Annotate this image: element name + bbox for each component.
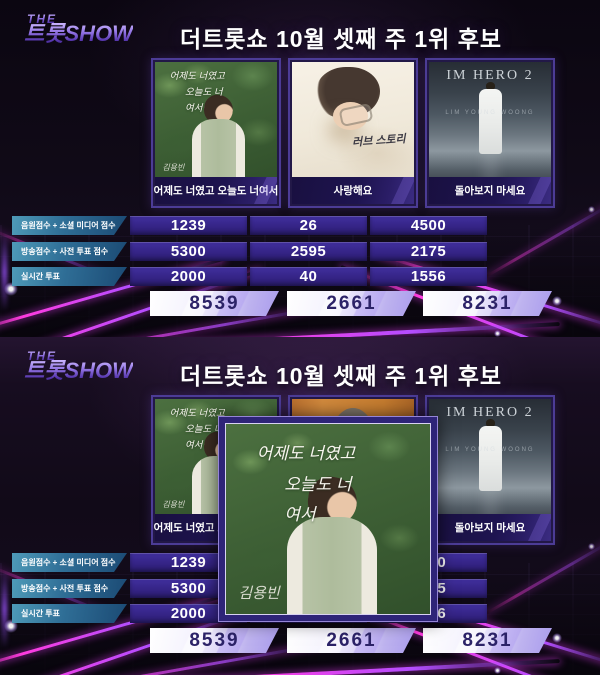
total-score-2-value: 2661 — [326, 629, 377, 651]
total-score-1: 8539 — [150, 291, 279, 316]
winner-album-line1: 어제도 너였고 — [256, 444, 356, 464]
total-score-3: 8231 — [423, 628, 552, 653]
nominee-cards-row: 어제도 너였고 오늘도 너여서 김용빈 어제도 너였고 오늘도 너여서 러브 스… — [151, 58, 555, 208]
album-art-1-line1: 어제도 너였고 — [169, 71, 225, 83]
album-art-1-line2: 오늘도 너여서 — [185, 87, 223, 115]
score-row-label-2: 방송점수 + 사전 투표 점수 — [12, 242, 127, 261]
bokeh-dot — [494, 667, 501, 674]
album-art-3-title: IM HERO 2 — [446, 404, 534, 420]
total-score-1: 8539 — [150, 628, 279, 653]
bokeh-dot — [494, 330, 501, 337]
score-cell: 1239 — [130, 553, 247, 572]
score-row-label-3: 실시간 투표 — [12, 267, 127, 286]
winner-album-popup: 어제도 너였고 오늘도 너여서 김용빈 — [218, 416, 438, 622]
score-cell: 4500 — [370, 216, 487, 235]
total-score-2: 2661 — [287, 628, 416, 653]
glasses-shape — [338, 103, 374, 128]
score-cell: 2000 — [130, 267, 247, 286]
show-logo-the: THE — [27, 350, 133, 362]
total-score-3-value: 8231 — [462, 629, 513, 651]
score-cell: 2595 — [250, 242, 367, 261]
album-card-2: 러브 스토리 사랑해요 — [288, 58, 418, 208]
album-art-3-title: IM HERO 2 — [446, 67, 534, 83]
winner-album-handwriting: 어제도 너였고 오늘도 너여서 — [257, 439, 356, 531]
album-art-1-line2: 오늘도 너여서 — [185, 424, 223, 452]
album-card-1: 어제도 너였고 오늘도 너여서 김용빈 어제도 너였고 오늘도 너여서 — [151, 395, 281, 545]
score-cell: 1239 — [130, 216, 247, 235]
winner-album-art: 어제도 너였고 오늘도 너여서 김용빈 — [225, 423, 431, 615]
total-score-2-value: 2661 — [326, 292, 377, 314]
song-title-caption-3: 돌아보지 마세요 — [429, 177, 551, 204]
song-title-caption-2: 사랑해요 — [292, 177, 414, 204]
total-score-3-value: 8231 — [462, 292, 513, 314]
album-card-1: 어제도 너였고 오늘도 너여서 김용빈 어제도 너였고 오늘도 너여서 — [151, 58, 281, 208]
album-art-3-artist: LIM YOUNG WOONG — [445, 446, 535, 453]
score-cell: 2175 — [370, 242, 487, 261]
score-cell: 26 — [250, 216, 367, 235]
score-cell: 2000 — [130, 604, 247, 623]
album-art-3: IM HERO 2 LIM YOUNG WOONG — [429, 399, 551, 516]
score-cell: 40 — [250, 267, 367, 286]
album-art-1: 어제도 너였고 오늘도 너여서 김용빈 — [155, 62, 277, 179]
show-logo: THE 트롯SHOW — [24, 350, 133, 382]
score-row-label-1: 음원점수 + 소셜 미디어 점수 — [12, 553, 127, 572]
total-score-1-value: 8539 — [189, 292, 240, 314]
album-art-1-handwriting: 어제도 너였고 오늘도 너여서 — [170, 406, 225, 454]
artist-signature: 김용빈 — [162, 163, 185, 173]
artist-signature: 김용빈 — [162, 500, 185, 510]
album-art-2-handwriting: 러브 스토리 — [351, 133, 406, 150]
score-row-label-1: 음원점수 + 소셜 미디어 점수 — [12, 216, 127, 235]
show-logo-main: 트롯SHOW — [24, 21, 133, 46]
song-title-caption-3: 돌아보지 마세요 — [429, 514, 551, 541]
bokeh-dot — [588, 206, 595, 213]
page-title: 더트롯쇼 10월 셋째 주 1위 후보 — [179, 26, 503, 52]
album-art-1-line1: 어제도 너였고 — [169, 408, 225, 420]
album-art-2: 러브 스토리 — [292, 62, 414, 179]
song-title-caption-1: 어제도 너였고 오늘도 너여서 — [154, 177, 278, 204]
album-card-3: IM HERO 2 LIM YOUNG WOONG 돌아보지 마세요 — [425, 395, 555, 545]
show-logo-main: 트롯SHOW — [24, 358, 133, 383]
score-row-label-2: 방송점수 + 사전 투표 점수 — [12, 579, 127, 598]
score-row-label-3: 실시간 투표 — [12, 604, 127, 623]
light-streak — [2, 233, 7, 311]
show-logo-the: THE — [27, 13, 133, 25]
score-cell: 5300 — [130, 579, 247, 598]
bokeh-dot — [552, 633, 562, 643]
show-logo: THE 트롯SHOW — [24, 13, 133, 45]
score-cell: 1556 — [370, 267, 487, 286]
scoreboard-panel-top: THE 트롯SHOW 더트롯쇼 10월 셋째 주 1위 후보 어제도 너였고 오… — [0, 0, 600, 337]
bokeh-dot — [588, 543, 595, 550]
winner-artist-signature: 김용빈 — [238, 584, 280, 602]
album-card-3: IM HERO 2 LIM YOUNG WOONG 돌아보지 마세요 — [425, 58, 555, 208]
total-score-3: 8231 — [423, 291, 552, 316]
scoreboard-panel-bottom: THE 트롯SHOW 더트롯쇼 10월 셋째 주 1위 후보 어제도 너였고 오… — [0, 337, 600, 675]
total-score-2: 2661 — [287, 291, 416, 316]
score-cell: 5300 — [130, 242, 247, 261]
light-streak — [2, 570, 7, 648]
album-art-3: IM HERO 2 LIM YOUNG WOONG — [429, 62, 551, 179]
album-art-1-handwriting: 어제도 너였고 오늘도 너여서 — [170, 69, 225, 117]
bokeh-dot — [552, 296, 562, 306]
winner-album-line2: 오늘도 너여서 — [284, 474, 352, 525]
total-score-1-value: 8539 — [189, 629, 240, 651]
page-title: 더트롯쇼 10월 셋째 주 1위 후보 — [179, 363, 503, 389]
album-art-3-artist: LIM YOUNG WOONG — [445, 109, 535, 116]
